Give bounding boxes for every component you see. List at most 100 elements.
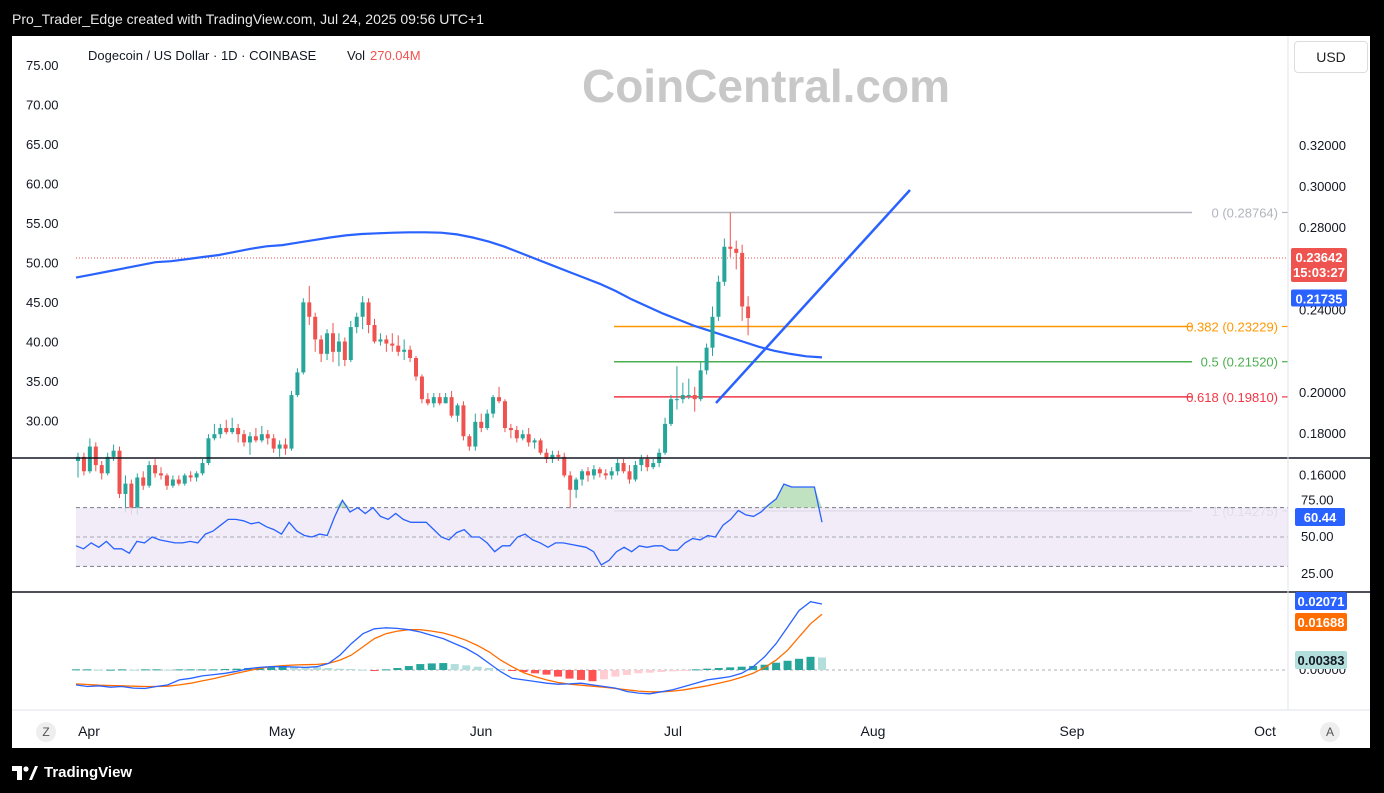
- macd-histogram-bar: [726, 667, 735, 670]
- last-price-box-bg: [1291, 248, 1347, 282]
- macd-histogram-bar: [370, 670, 379, 671]
- candle-body: [526, 434, 531, 443]
- macd-histogram-bar: [531, 670, 540, 674]
- candle-body: [491, 397, 496, 414]
- candle-body: [182, 475, 187, 484]
- month-label: Jul: [664, 723, 682, 739]
- macd-histogram-bar: [163, 669, 172, 671]
- candle-body: [603, 473, 608, 476]
- time-axis: Apr May Jun Jul Aug Sep Oct: [78, 36, 1289, 739]
- month-label: Sep: [1060, 723, 1085, 739]
- signal-line: [75, 613, 823, 693]
- chart-frame[interactable]: USD 75.00 70.00 65.00 60.00 55.00 50.00 45.00 4…: [12, 36, 1370, 748]
- candle-body: [330, 333, 335, 352]
- candle-body: [236, 428, 241, 435]
- attribution-text: Pro_Trader_Edge created with TradingView…: [12, 11, 484, 27]
- candle-body: [408, 349, 413, 358]
- candle-body: [123, 483, 128, 494]
- candle-body: [206, 438, 211, 464]
- candle-body: [591, 469, 596, 476]
- watermark-text: CoinCentral.com: [582, 60, 950, 112]
- candle-body: [319, 339, 324, 354]
- candle-body: [224, 428, 229, 433]
- candle-body: [544, 452, 549, 459]
- price-pane: 75.00 70.00 65.00 60.00 55.00 50.00 45.00 40.00…: [12, 48, 1370, 519]
- candle-body: [455, 405, 460, 416]
- moving-average-line: [75, 231, 823, 359]
- candle-body: [200, 463, 205, 474]
- auto-zoom-button[interactable]: Z: [36, 722, 56, 742]
- macd-histogram-bar: [645, 670, 654, 673]
- right-scale-tick: 0.28000: [1299, 220, 1346, 235]
- right-scale-tick: 0.30000: [1299, 179, 1346, 194]
- candle-body: [437, 397, 442, 404]
- tradingview-logo[interactable]: TradingView: [12, 764, 132, 781]
- macd-histogram-bar: [668, 670, 677, 672]
- macd-histogram-bar: [737, 666, 746, 670]
- candle-body: [710, 316, 715, 348]
- candle-body: [99, 465, 104, 474]
- macd-histogram-bar: [588, 670, 597, 682]
- left-scale-tick: 30.00: [26, 414, 59, 429]
- candle-body: [164, 475, 169, 486]
- candle-body: [431, 397, 436, 404]
- macd-histogram-bar: [795, 658, 804, 670]
- ma-value-box-text: 0.21735: [1296, 292, 1343, 307]
- candle-body: [218, 428, 223, 435]
- right-scale-tick: 0.32000: [1299, 138, 1346, 153]
- left-scale-tick: 40.00: [26, 335, 59, 350]
- macd-histogram-bar: [278, 666, 287, 670]
- macd-histogram-bar: [83, 669, 92, 671]
- macd-histogram-bar: [473, 666, 482, 670]
- macd-histogram-bar: [129, 669, 138, 671]
- left-scale-tick: 55.00: [26, 216, 59, 231]
- candle-body: [621, 463, 626, 472]
- candle-body: [609, 471, 614, 476]
- footer-bar: TradingView: [0, 756, 1384, 793]
- rsi-overbought-fill: [334, 484, 822, 508]
- candle-body: [378, 339, 383, 342]
- candle-body: [461, 405, 466, 437]
- volume-value: 270.04M: [370, 48, 421, 63]
- macd-histogram-bar: [313, 667, 322, 670]
- last-price-box-text: 15:03:27: [1293, 265, 1345, 280]
- candle-body: [663, 423, 668, 453]
- candle-body: [194, 473, 199, 478]
- candle-body: [277, 444, 282, 449]
- chart-canvas[interactable]: 75.00 70.00 65.00 60.00 55.00 50.00 45.00 40.00…: [12, 36, 1370, 748]
- candle-body: [402, 349, 407, 352]
- macd-histogram-bar: [622, 670, 631, 675]
- candle-body: [502, 401, 507, 429]
- currency-button[interactable]: USD: [1294, 41, 1368, 73]
- candle-body: [746, 306, 751, 319]
- candle-body: [449, 397, 454, 416]
- candle-body: [360, 302, 365, 317]
- auto-scale-button[interactable]: A: [1320, 722, 1340, 742]
- macd-histogram-bar: [576, 670, 585, 680]
- candle-body: [627, 471, 632, 480]
- candle-body: [722, 246, 727, 282]
- macd-histogram-bar: [221, 669, 230, 671]
- footer-brand: TradingView: [44, 764, 133, 781]
- candle-body: [313, 316, 318, 340]
- candle-body: [188, 475, 193, 478]
- candle-body: [532, 440, 537, 443]
- fib-label: 0 (0.28764): [1212, 205, 1279, 220]
- macd-histogram-bar: [485, 668, 494, 670]
- left-scale-tick: 65.00: [26, 137, 59, 152]
- candle-body: [170, 479, 175, 486]
- fib-label: 0.5 (0.21520): [1201, 355, 1278, 370]
- candle-body: [348, 327, 353, 361]
- month-label: May: [269, 723, 295, 739]
- histogram-value-box-bg: [1295, 651, 1347, 669]
- candle-body: [93, 446, 98, 466]
- macd-histogram-bar: [404, 666, 413, 670]
- attribution-bar: Pro_Trader_Edge created with TradingView…: [0, 0, 1384, 36]
- histogram-value-box-text: 0.00383: [1298, 653, 1345, 668]
- candle-body: [497, 397, 502, 402]
- candle-body: [425, 399, 430, 404]
- macd-histogram-bar: [358, 669, 367, 671]
- candle-body: [520, 434, 525, 439]
- candle-body: [87, 446, 92, 472]
